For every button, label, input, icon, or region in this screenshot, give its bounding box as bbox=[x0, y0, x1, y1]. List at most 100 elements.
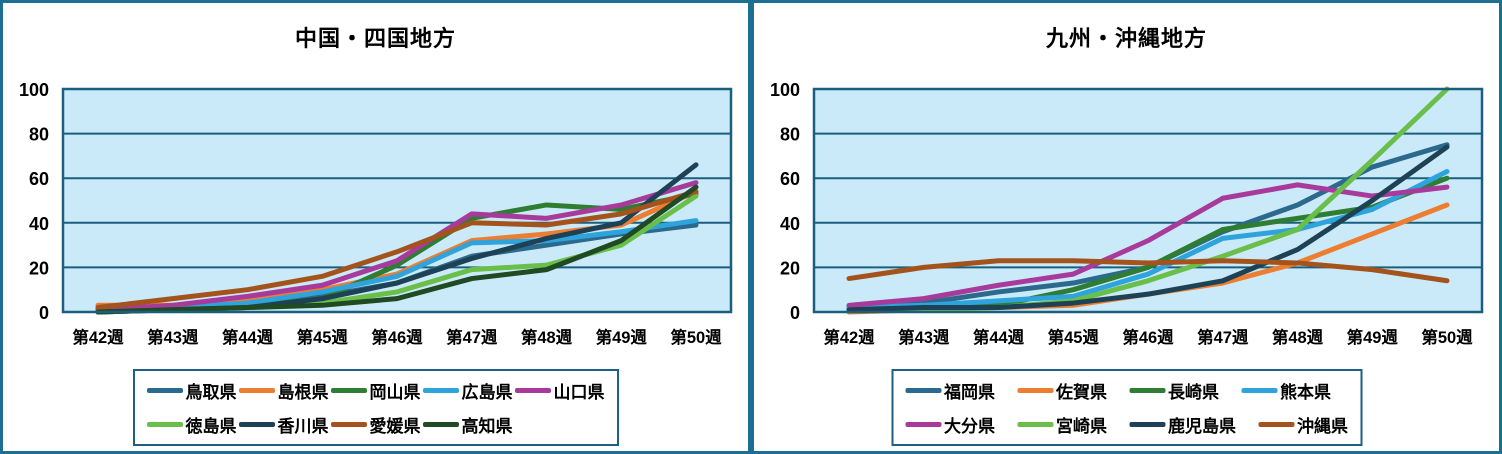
series-line-4 bbox=[95, 180, 699, 313]
legend-label: 鳥取県 bbox=[185, 383, 237, 402]
legend-swatch bbox=[1017, 388, 1053, 393]
legend-swatch bbox=[1129, 388, 1165, 393]
legend-item-1: 佐賀県 bbox=[1017, 378, 1107, 403]
y-tick-label: 0 bbox=[39, 303, 49, 323]
legend-label: 沖縄県 bbox=[1297, 417, 1348, 436]
legend-item-2: 長崎県 bbox=[1129, 378, 1219, 403]
legend-label: 福岡県 bbox=[944, 383, 995, 402]
legend-row: 鳥取県 島根県 岡山県 広島県 山口県 bbox=[146, 378, 605, 403]
x-axis-label: 第42週 bbox=[823, 327, 875, 347]
legend-swatch bbox=[1129, 422, 1165, 427]
chart-panel-kyushu-okinawa: 0 20 40 60 80 100 第42週 第43週 第44週 第45週 第46週 第47週 第48週… bbox=[751, 0, 1502, 454]
x-axis-label: 第45週 bbox=[297, 327, 349, 347]
x-axis-label: 第44週 bbox=[973, 327, 1025, 347]
x-axis-label: 第47週 bbox=[1197, 327, 1249, 347]
y-tick-label: 80 bbox=[780, 125, 800, 145]
legend-item-3: 広島県 bbox=[422, 378, 513, 403]
x-axis-label: 第48週 bbox=[521, 327, 573, 347]
chart-title: 九州・沖縄地方 bbox=[1045, 26, 1207, 51]
legend-label: 徳島県 bbox=[185, 417, 237, 436]
y-tick-label: 20 bbox=[29, 258, 49, 278]
legend-swatch bbox=[238, 388, 275, 393]
series-line-4 bbox=[846, 182, 1450, 308]
legend-label: 宮崎県 bbox=[1056, 417, 1107, 436]
legend-swatch bbox=[330, 422, 367, 427]
x-axis-label: 第45週 bbox=[1048, 327, 1100, 347]
legend-label: 愛媛県 bbox=[369, 417, 421, 436]
line-chart-chugoku-shikoku: 0 20 40 60 80 100 第42週 第43週 第44週 第45週 第46週 第47週 第48週… bbox=[19, 80, 733, 347]
legend-swatch bbox=[146, 422, 183, 427]
legend-swatch bbox=[330, 388, 367, 393]
legend-swatch bbox=[238, 422, 275, 427]
x-axis-label: 第43週 bbox=[898, 327, 950, 347]
legend-item-5: 宮崎県 bbox=[1017, 412, 1107, 437]
legend-item-8: 高知県 bbox=[422, 412, 513, 437]
legend-swatch bbox=[422, 422, 459, 427]
x-axis-label: 第43週 bbox=[147, 327, 199, 347]
legend-label: 長崎県 bbox=[1168, 383, 1219, 402]
y-tick-label: 100 bbox=[770, 80, 800, 100]
legend-item-4: 大分県 bbox=[905, 412, 995, 437]
y-tick-label: 60 bbox=[780, 169, 800, 189]
y-tick-label: 0 bbox=[790, 303, 800, 323]
legend-swatch bbox=[905, 388, 941, 393]
y-tick-label: 60 bbox=[29, 169, 49, 189]
legend-swatch bbox=[146, 388, 183, 393]
legend-item-0: 福岡県 bbox=[905, 378, 995, 403]
legend-item-7: 愛媛県 bbox=[330, 412, 421, 437]
chart-legend: 福岡県 佐賀県 長崎県 熊本県大分県 宮崎県 鹿児島県 沖縄県 bbox=[891, 369, 1362, 446]
legend-label: 佐賀県 bbox=[1056, 383, 1107, 402]
x-axis-label: 第48週 bbox=[1272, 327, 1324, 347]
chart-legend: 鳥取県 島根県 岡山県 広島県 山口県徳島県 香川県 愛媛県 高知県 bbox=[132, 369, 619, 446]
series-line-7 bbox=[846, 258, 1450, 284]
x-axis-label: 第42週 bbox=[72, 327, 124, 347]
legend-swatch bbox=[1017, 422, 1053, 427]
legend-item-6: 鹿児島県 bbox=[1129, 412, 1236, 437]
legend-item-0: 鳥取県 bbox=[146, 378, 237, 403]
y-tick-label: 40 bbox=[29, 214, 49, 234]
series-line-8 bbox=[95, 184, 699, 315]
legend-label: 山口県 bbox=[553, 383, 605, 402]
legend-label: 島根県 bbox=[277, 383, 329, 402]
legend-label: 鹿児島県 bbox=[1168, 417, 1236, 436]
x-axis-label: 第46週 bbox=[371, 327, 423, 347]
legend-row: 福岡県 佐賀県 長崎県 熊本県 bbox=[905, 378, 1348, 403]
legend-label: 岡山県 bbox=[369, 383, 421, 402]
legend-row: 大分県 宮崎県 鹿児島県 沖縄県 bbox=[905, 412, 1348, 437]
x-axis-label: 第49週 bbox=[1347, 327, 1399, 347]
x-axis-label: 第44週 bbox=[222, 327, 274, 347]
y-tick-label: 80 bbox=[29, 125, 49, 145]
x-axis-label: 第50週 bbox=[1421, 327, 1473, 347]
legend-swatch bbox=[514, 388, 551, 393]
legend-label: 大分県 bbox=[944, 417, 995, 436]
series-line-6 bbox=[846, 144, 1450, 313]
chart-title: 中国・四国地方 bbox=[294, 26, 456, 51]
legend-item-1: 島根県 bbox=[238, 378, 329, 403]
y-tick-label: 100 bbox=[19, 80, 49, 100]
legend-item-3: 熊本県 bbox=[1241, 378, 1331, 403]
legend-label: 熊本県 bbox=[1280, 383, 1331, 402]
x-axis-label: 第47週 bbox=[446, 327, 498, 347]
legend-item-6: 香川県 bbox=[238, 412, 329, 437]
x-axis-label: 第50週 bbox=[670, 327, 722, 347]
legend-label: 香川県 bbox=[277, 417, 329, 436]
legend-item-2: 岡山県 bbox=[330, 378, 421, 403]
legend-item-5: 徳島県 bbox=[146, 412, 237, 437]
legend-row: 徳島県 香川県 愛媛県 高知県 bbox=[146, 412, 605, 437]
chart-panel-chugoku-shikoku: 0 20 40 60 80 100 第42週 第43週 第44週 第45週 第46週 第47週 第48週… bbox=[0, 0, 751, 454]
plot-border bbox=[812, 87, 1484, 314]
legend-swatch bbox=[905, 422, 941, 427]
legend-item-7: 沖縄県 bbox=[1258, 412, 1348, 437]
legend-swatch bbox=[1241, 388, 1277, 393]
series-line-3 bbox=[95, 218, 699, 313]
legend-label: 広島県 bbox=[461, 383, 513, 402]
x-axis-label: 第46週 bbox=[1122, 327, 1174, 347]
legend-swatch bbox=[1258, 422, 1294, 427]
y-tick-label: 40 bbox=[780, 214, 800, 234]
line-chart-kyushu-okinawa: 0 20 40 60 80 100 第42週 第43週 第44週 第45週 第46週 第47週 第48週… bbox=[770, 80, 1484, 347]
x-axis-label: 第49週 bbox=[596, 327, 648, 347]
legend-item-4: 山口県 bbox=[514, 378, 605, 403]
y-tick-label: 20 bbox=[780, 258, 800, 278]
series-line-7 bbox=[95, 189, 699, 311]
